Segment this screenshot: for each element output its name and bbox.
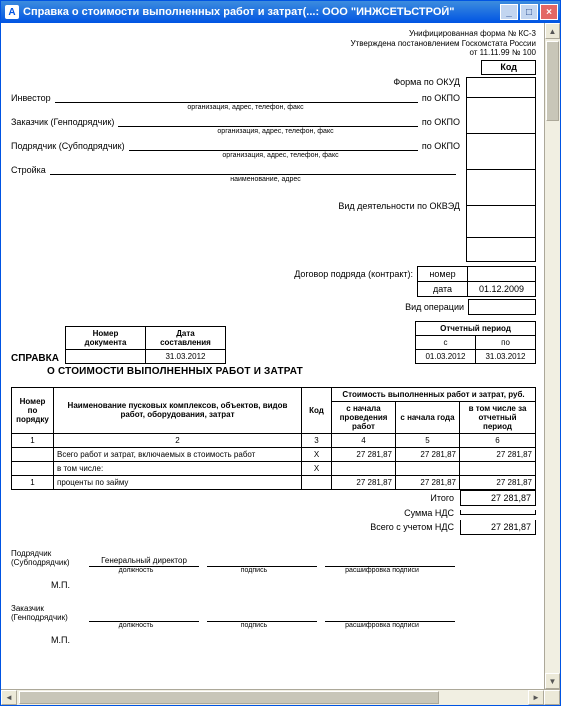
hscroll-track[interactable] [17,690,528,705]
meta-line2: Утверждена постановлением Госкомстата Ро… [11,39,536,49]
main-table: Номер по порядку Наименование пусковых к… [11,387,536,490]
num-6: 6 [460,433,536,447]
dogovor-table: номер дата 01.12.2009 [417,266,536,297]
sign-podryadchik: Подрядчик (Субподрядчик) Генеральный дир… [11,549,536,590]
total-itogo: Итого 27 281,87 [11,490,536,506]
podryadchik-hint: организация, адрес, телефон, факс [141,152,420,159]
scroll-corner [544,690,560,705]
podryadchik-label: Подрядчик (Субподрядчик) [11,141,125,151]
num-4: 4 [332,433,396,447]
client-area: Унифицированная форма № КС-3 Утверждена … [1,23,560,689]
dogovor-data-value: 01.12.2009 [468,281,536,296]
zakazchik-label: Заказчик (Генподрядчик) [11,117,114,127]
period-po-val: 31.03.2012 [476,349,536,363]
investor-line [55,93,418,103]
scroll-right-button[interactable]: ► [528,690,544,705]
num-2: 2 [54,433,302,447]
table-row: 1 проценты по займу 27 281,87 27 281,87 … [12,475,536,489]
app-icon: A [5,5,19,19]
okpo-label-1: по ОКПО [422,93,460,103]
okud-cell [467,77,535,97]
table-row: Всего работ и затрат, включаемых в стоим… [12,447,536,461]
zakazchik-line [118,117,418,127]
table-row: в том числе: X [12,461,536,475]
stroika-line [50,165,456,175]
vid-op-cell [468,299,536,315]
total-nds: Сумма НДС [11,506,536,520]
vid-op-label: Вид операции [405,302,464,312]
stroika-label: Стройка [11,165,46,175]
mp-1: М.П. [51,580,536,590]
maximize-button[interactable]: □ [520,4,538,20]
th-4: с начала проведения работ [332,401,396,433]
scroll-left-button[interactable]: ◄ [1,690,17,705]
th-2: Наименование пусковых комплексов, объект… [54,387,302,433]
scroll-down-button[interactable]: ▼ [545,673,560,689]
kod-box: Код [481,60,536,75]
okpo-cell-2 [467,133,535,169]
num-5: 5 [396,433,460,447]
okpo-label-3: по ОКПО [422,141,460,151]
doc-title-2: О СТОИМОСТИ ВЫПОЛНЕННЫХ РАБОТ И ЗАТРАТ [47,366,536,377]
dogovor-data-label: дата [418,281,468,296]
podryadchik-line [129,141,418,151]
docnum-table: Номер документа Дата составления 31.03.2… [65,326,226,364]
period-title: Отчетный период [416,321,536,335]
scroll-thumb[interactable] [546,41,559,121]
okved-cell [467,237,535,261]
vertical-scrollbar[interactable]: ▲ ▼ [544,23,560,689]
docnum-v1 [65,349,145,363]
th-6: в том числе за отчетный период [460,401,536,433]
dogovor-nomer-value [468,266,536,281]
period-po-label: по [476,335,536,349]
titlebar[interactable]: A Справка о стоимости выполненных работ … [1,1,560,23]
document-area: Унифицированная форма № КС-3 Утверждена … [1,23,544,689]
okved-label: Вид деятельности по ОКВЭД [11,201,460,211]
hscroll-thumb[interactable] [19,691,439,704]
mp-2: М.П. [51,635,536,645]
doc-title-1: СПРАВКА [11,353,59,364]
period-c-val: 01.03.2012 [416,349,476,363]
th-group: Стоимость выполненных работ и затрат, ру… [332,387,536,401]
dogovor-label: Договор подряда (контракт): [294,266,417,279]
meta-line3: от 11.11.99 № 100 [11,48,536,58]
docnum-h2: Дата составления [145,326,225,349]
stroika-hint: наименование, адрес [71,176,460,183]
investor-hint: организация, адрес, телефон, факс [71,104,420,111]
code-column [466,77,536,262]
app-window: A Справка о стоимости выполненных работ … [0,0,561,706]
okpo-cell-3 [467,169,535,205]
total-vsego: Всего с учетом НДС 27 281,87 [11,520,536,535]
scroll-track[interactable] [545,39,560,673]
okud-label: Форма по ОКУД [393,77,460,87]
minimize-button[interactable]: _ [500,4,518,20]
th-1: Номер по порядку [12,387,54,433]
close-button[interactable]: × [540,4,558,20]
stroika-cell [467,205,535,237]
scroll-up-button[interactable]: ▲ [545,23,560,39]
docnum-v2: 31.03.2012 [145,349,225,363]
period-c-label: с [416,335,476,349]
num-1: 1 [12,433,54,447]
zakazchik-hint: организация, адрес, телефон, факс [131,128,420,135]
th-5: с начала года [396,401,460,433]
th-3: Код [302,387,332,433]
meta-line1: Унифицированная форма № КС-3 [11,29,536,39]
docnum-h1: Номер документа [65,326,145,349]
num-3: 3 [302,433,332,447]
sign-zakazchik: Заказчик (Генподрядчик) должность подпис… [11,604,536,645]
okpo-cell-1 [467,97,535,133]
dogovor-nomer-label: номер [418,266,468,281]
okpo-label-2: по ОКПО [422,117,460,127]
horizontal-scrollbar[interactable]: ◄ ► [1,689,560,705]
window-title: Справка о стоимости выполненных работ и … [23,6,500,18]
period-table: Отчетный период с по 01.03.2012 31.03.20… [415,321,536,364]
form-meta: Унифицированная форма № КС-3 Утверждена … [11,29,536,75]
investor-label: Инвестор [11,93,51,103]
